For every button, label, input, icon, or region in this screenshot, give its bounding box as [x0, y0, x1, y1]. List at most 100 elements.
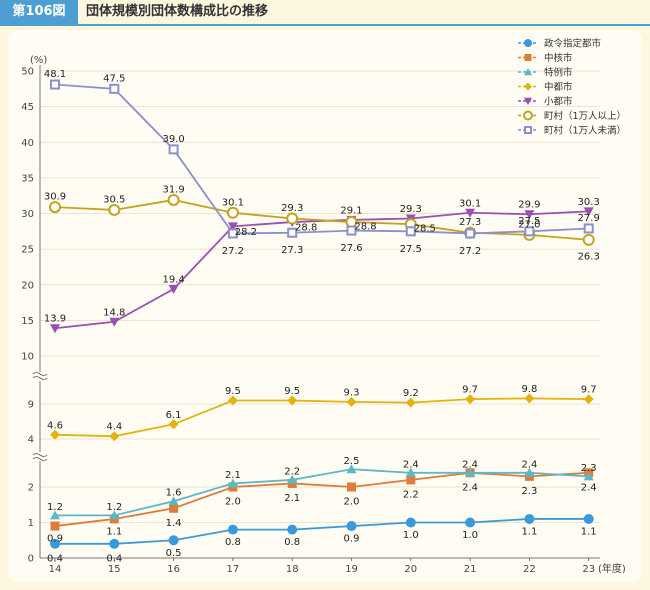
data-point	[465, 517, 476, 528]
data-point	[524, 39, 532, 47]
data-label: 28.8	[354, 222, 376, 233]
data-label: 6.1	[166, 410, 182, 421]
data-label: 2.3	[521, 486, 537, 497]
data-label: 2.1	[225, 470, 241, 481]
data-label: 39.0	[162, 134, 184, 145]
chart-panel	[8, 30, 642, 582]
series-line	[54, 210, 589, 330]
data-point	[109, 83, 120, 94]
data-point	[347, 482, 356, 492]
y-tick-label: 10	[21, 352, 34, 363]
data-point	[465, 208, 476, 218]
data-point	[524, 97, 532, 105]
y-tick-label: 1	[28, 518, 34, 529]
legend-label: 特例市	[544, 67, 573, 79]
y-tick-label: 20	[21, 280, 34, 291]
y-tick-label: 9	[28, 400, 34, 411]
data-point	[465, 394, 476, 405]
data-label: 30.3	[578, 197, 600, 208]
data-point	[226, 206, 239, 219]
data-label: 29.1	[340, 205, 362, 216]
series-line	[54, 397, 589, 438]
y-tick-label: 30	[21, 209, 34, 220]
data-label: 1.0	[462, 530, 478, 541]
data-point	[227, 478, 238, 488]
data-point	[50, 521, 60, 531]
data-label: 26.3	[578, 251, 600, 262]
data-label: 1.1	[521, 526, 537, 537]
data-label: 0.4	[106, 553, 122, 564]
data-label: 27.3	[459, 217, 481, 228]
data-point	[49, 201, 61, 214]
axes: 10 15 20 25 30 35 40 45 50 4 9 0 1 2 14 15 16 17 18 19 20 21 2…	[21, 65, 600, 575]
data-label: 30.1	[459, 198, 481, 209]
legend-label: 小都市	[544, 96, 573, 108]
data-point	[346, 396, 357, 407]
x-tick-label: 15	[108, 564, 121, 575]
data-label: 0.4	[47, 553, 63, 564]
data-label: 47.5	[103, 73, 125, 84]
data-label: 29.3	[400, 204, 422, 215]
data-point	[168, 419, 179, 430]
data-label: 2.5	[344, 456, 360, 467]
data-point	[109, 510, 120, 520]
data-point	[227, 395, 238, 406]
data-point	[582, 233, 595, 246]
x-tick-label: 19	[345, 564, 358, 575]
header-rule	[0, 24, 650, 26]
data-label: 2.4	[403, 459, 419, 470]
data-point	[167, 193, 180, 206]
data-label: 2.1	[284, 493, 300, 504]
data-point	[405, 517, 416, 528]
y-tick-label: 50	[21, 67, 34, 78]
data-label: 27.5	[518, 216, 540, 227]
y-unit-label: (%)	[30, 55, 47, 66]
y-tick-label: 2	[28, 483, 34, 494]
y-tick-label: 0	[28, 554, 34, 565]
data-point	[524, 393, 535, 404]
data-label: 9.8	[521, 384, 537, 395]
data-point	[405, 226, 416, 237]
data-point	[50, 79, 60, 90]
data-label: 13.9	[44, 314, 66, 325]
legend-label: 町村（1万人以上）	[544, 110, 626, 122]
data-point	[287, 227, 298, 238]
data-point	[50, 429, 60, 440]
data-label: 1.2	[106, 502, 122, 513]
data-point	[168, 285, 179, 295]
data-point	[168, 144, 179, 155]
data-point	[227, 222, 238, 232]
data-point	[583, 471, 594, 481]
series-line	[54, 83, 589, 235]
y-tick-label: 4	[28, 435, 34, 446]
data-point	[524, 54, 532, 61]
data-label: 19.4	[162, 275, 184, 286]
data-point	[524, 226, 535, 237]
data-point	[109, 431, 120, 442]
data-point	[168, 535, 179, 546]
data-point	[287, 474, 298, 484]
y-tick-label: 40	[21, 138, 34, 149]
data-point	[405, 467, 416, 477]
x-tick-label: 20	[404, 564, 417, 575]
x-tick-label: 14	[49, 564, 62, 575]
data-point	[523, 110, 533, 121]
data-label: 9.3	[344, 387, 360, 398]
data-label: 1.1	[106, 526, 122, 537]
data-label: 2.4	[581, 482, 597, 493]
data-point	[583, 207, 594, 217]
data-label: 1.0	[403, 530, 419, 541]
data-label: 2.4	[462, 482, 478, 493]
data-point	[465, 467, 476, 477]
x-tick-label: 21	[464, 564, 477, 575]
data-label: 27.3	[281, 245, 303, 256]
data-point	[524, 210, 535, 220]
data-label: 30.9	[44, 192, 66, 203]
data-point	[524, 82, 532, 91]
data-label: 9.5	[225, 386, 241, 397]
axis-break-mark	[32, 372, 48, 380]
axis-break-mark	[32, 453, 48, 461]
data-point	[583, 513, 594, 524]
legend-label: 政令指定都市	[544, 38, 602, 50]
data-label: 4.6	[47, 420, 63, 431]
